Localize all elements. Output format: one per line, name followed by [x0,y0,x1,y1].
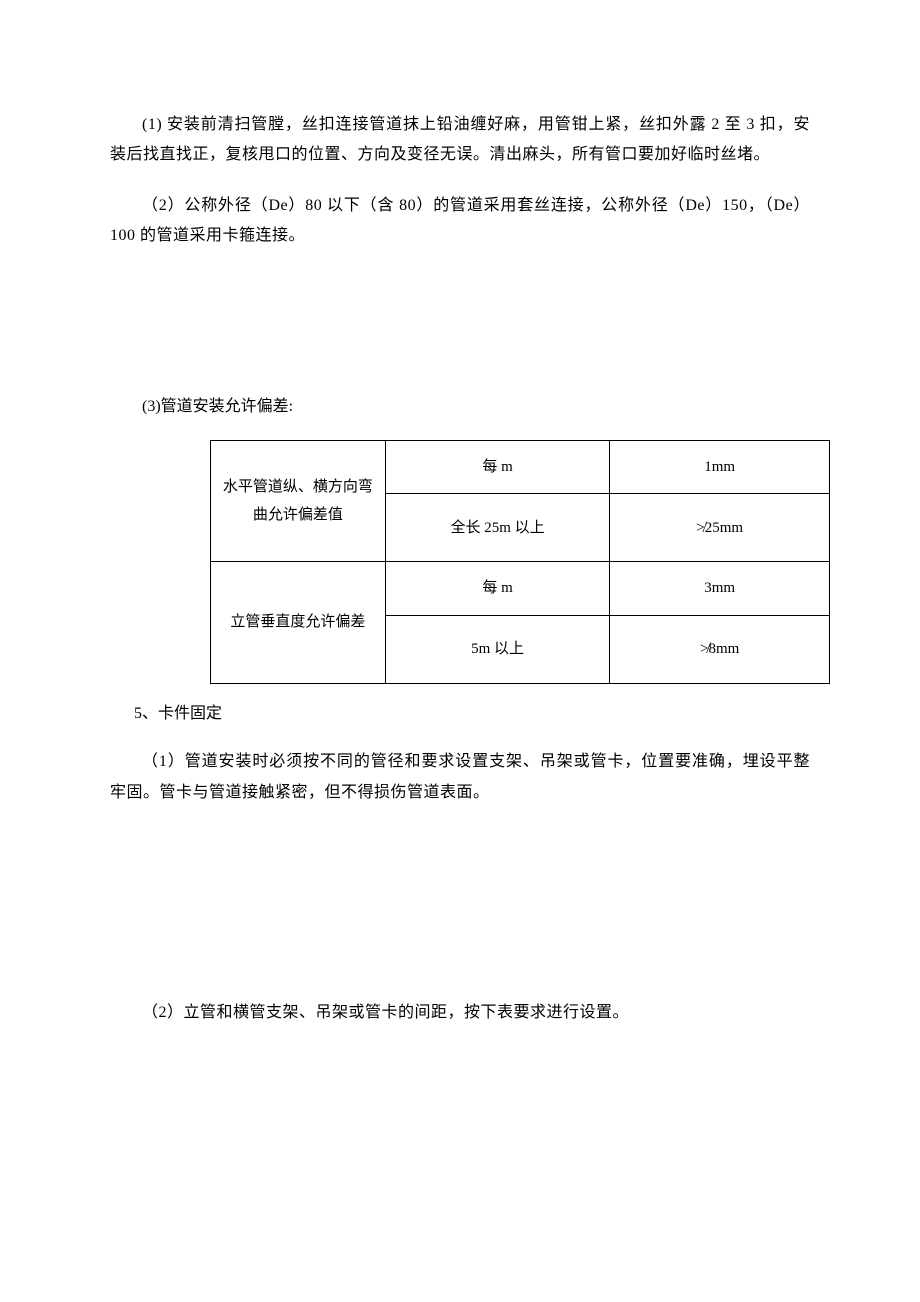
table-cell-8mm: ≯8mm [610,615,830,683]
paragraph-5-2: （2）立管和横管支架、吊架或管卡的间距，按下表要求进行设置。 [110,998,810,1028]
table-cell-horizontal-label: 水平管道纵、横方向弯曲允许偏差值 [211,440,386,562]
tolerance-table-container: 水平管道纵、横方向弯曲允许偏差值 每 m 1mm 全长 25m 以上 ≯25mm… [210,440,810,684]
table-cell-per-m-1: 每 m [385,440,610,494]
heading-3: (3)管道安装允许偏差: [110,392,810,422]
paragraph-5-1: （1）管道安装时必须按不同的管径和要求设置支架、吊架或管卡，位置要准确，埋设平整… [110,747,810,808]
tolerance-table: 水平管道纵、横方向弯曲允许偏差值 每 m 1mm 全长 25m 以上 ≯25mm… [210,440,830,684]
table-cell-3mm: 3mm [610,562,830,616]
table-cell-per-m-2: 每 m [385,562,610,616]
table-cell-vertical-label: 立管垂直度允许偏差 [211,562,386,684]
table-cell-25mm: ≯25mm [610,494,830,562]
item-5-heading: 5、卡件固定 [110,699,810,729]
paragraph-1: (1) 安装前清扫管膛，丝扣连接管道抹上铅油缠好麻，用管钳上紧，丝扣外露 2 至… [110,110,810,171]
table-cell-5m: 5m 以上 [385,615,610,683]
table-cell-1mm: 1mm [610,440,830,494]
table-cell-25m: 全长 25m 以上 [385,494,610,562]
paragraph-2: （2）公称外径（De）80 以下（含 80）的管道采用套丝连接，公称外径（De）… [110,191,810,252]
